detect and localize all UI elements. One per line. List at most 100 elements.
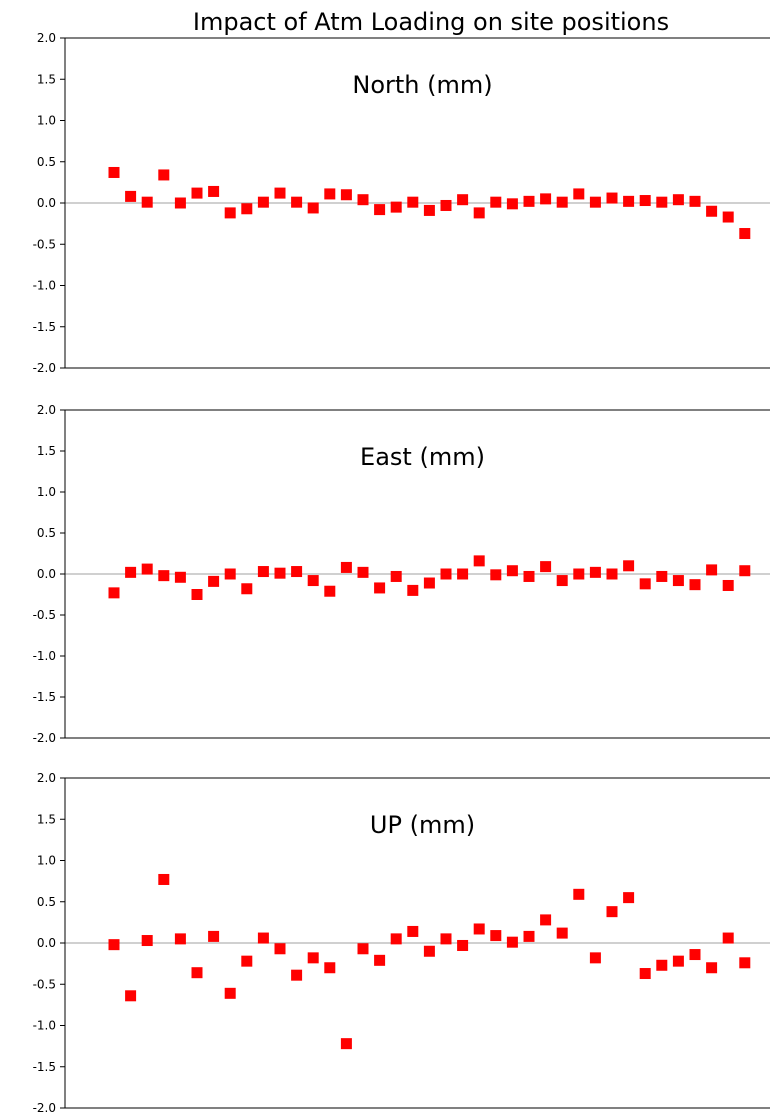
y-tick-label: 1.0 [37, 485, 56, 499]
y-tick-label: -2.0 [33, 361, 56, 375]
data-point [324, 585, 336, 597]
data-point [639, 195, 651, 207]
y-tick-label: 0.0 [37, 567, 56, 581]
y-tick-label: 1.5 [37, 444, 56, 458]
data-point [540, 193, 552, 205]
data-point [656, 196, 668, 208]
data-point [639, 578, 651, 590]
data-point [656, 570, 668, 582]
data-point [208, 575, 220, 587]
data-point [208, 930, 220, 942]
data-point [224, 207, 236, 219]
data-point [490, 569, 502, 581]
y-tick-label: -0.5 [33, 237, 56, 251]
data-point [357, 943, 369, 955]
data-point [141, 196, 153, 208]
data-point [108, 939, 120, 951]
panel-title: East (mm) [360, 443, 485, 471]
data-point [739, 228, 751, 240]
data-point [523, 195, 535, 207]
data-point [423, 945, 435, 957]
y-tick-label: -2.0 [33, 1101, 56, 1115]
data-point [158, 570, 170, 582]
data-point [374, 582, 386, 594]
y-tick-label: 1.5 [37, 72, 56, 86]
data-point [191, 967, 203, 979]
y-tick-label: 0.0 [37, 196, 56, 210]
data-point [125, 566, 137, 578]
y-tick-label: -1.5 [33, 1060, 56, 1074]
data-point [490, 196, 502, 208]
data-point [473, 923, 485, 935]
panel-title: UP (mm) [370, 811, 475, 839]
data-point [589, 952, 601, 964]
data-point [506, 565, 518, 577]
data-point [672, 194, 684, 206]
data-point [473, 207, 485, 219]
data-point [307, 575, 319, 587]
data-point [440, 199, 452, 211]
data-point [457, 568, 469, 580]
data-point [706, 564, 718, 576]
data-point [457, 939, 469, 951]
panel-title: North (mm) [352, 71, 492, 99]
data-point [523, 930, 535, 942]
data-point [340, 189, 352, 201]
data-point [108, 166, 120, 178]
panel-3: 2.0 1.5 1.0 0.5 0.0 -0.5 -1.0 -1.5 -2.0 UP (mm) [33, 771, 770, 1115]
data-point [506, 198, 518, 210]
y-tick-label: 0.0 [37, 936, 56, 950]
data-point [623, 560, 635, 572]
data-point [390, 570, 402, 582]
data-point [241, 955, 253, 967]
data-point [490, 930, 502, 942]
data-point [224, 568, 236, 580]
data-point [423, 577, 435, 589]
data-point [672, 955, 684, 967]
data-point [108, 587, 120, 599]
data-point [423, 204, 435, 216]
data-point [722, 932, 734, 944]
data-point [357, 566, 369, 578]
y-tick-label: -1.5 [33, 690, 56, 704]
data-point [125, 990, 137, 1002]
data-point [291, 196, 303, 208]
data-point [589, 196, 601, 208]
data-point [706, 962, 718, 974]
data-point [739, 565, 751, 577]
data-point [257, 932, 269, 944]
data-point [125, 190, 137, 202]
data-point [174, 933, 186, 945]
y-tick-label: 1.0 [37, 854, 56, 868]
data-point [257, 196, 269, 208]
data-point [374, 954, 386, 966]
data-point [672, 575, 684, 587]
y-tick-label: -1.0 [33, 279, 56, 293]
data-point [174, 571, 186, 583]
y-tick-label: 0.5 [37, 526, 56, 540]
data-point [158, 873, 170, 885]
data-point [689, 579, 701, 591]
data-point [457, 194, 469, 206]
data-point [224, 987, 236, 999]
data-point [241, 203, 253, 215]
data-point [141, 935, 153, 947]
data-point [158, 169, 170, 181]
data-point [208, 185, 220, 197]
data-point [307, 202, 319, 214]
data-point [540, 561, 552, 573]
data-point [274, 567, 286, 579]
data-point [307, 952, 319, 964]
data-point [589, 566, 601, 578]
data-point [324, 962, 336, 974]
data-point [390, 201, 402, 213]
data-point [324, 188, 336, 200]
data-point [407, 196, 419, 208]
panels-group: 2.0 1.5 1.0 0.5 0.0 -0.5 -1.0 -1.5 -2.0 North (mm… [33, 31, 770, 1115]
data-point [706, 205, 718, 217]
data-point [191, 187, 203, 199]
data-point [689, 949, 701, 961]
y-tick-label: 2.0 [37, 31, 56, 45]
y-tick-label: -0.5 [33, 977, 56, 991]
